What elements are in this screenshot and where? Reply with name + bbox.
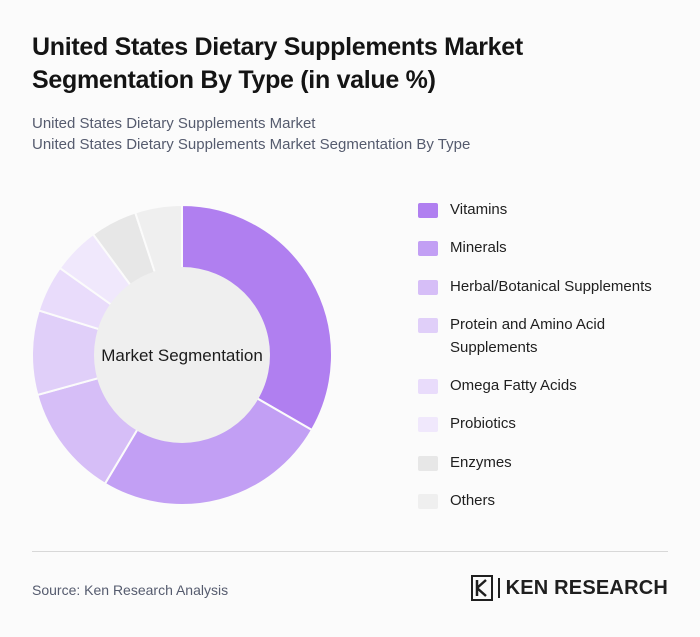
legend-label: Protein and Amino Acid Supplements — [450, 316, 606, 356]
legend-swatch — [418, 379, 438, 394]
legend-label: Minerals — [450, 239, 507, 256]
legend-label: Probiotics — [450, 415, 516, 432]
legend-swatch — [418, 417, 438, 432]
legend-item-protein-and-amino-acid-supplements: Protein and Amino Acid Supplements — [418, 313, 675, 359]
chart-subtitle: United States Dietary Supplements Market… — [32, 113, 470, 155]
legend-swatch — [418, 318, 438, 333]
legend-label: Vitamins — [450, 201, 508, 218]
legend-item-probiotics: Probiotics — [418, 412, 675, 435]
legend-label: Others — [450, 492, 496, 509]
legend-label: Omega Fatty Acids — [450, 377, 577, 394]
legend-swatch — [418, 203, 438, 218]
legend-swatch — [418, 241, 438, 256]
donut-chart: Market Segmentation — [31, 203, 333, 506]
donut-center-label: Market Segmentation — [101, 346, 263, 365]
footer-divider — [32, 551, 668, 552]
subtitle-line-2: United States Dietary Supplements Market… — [32, 136, 471, 153]
legend-item-omega-fatty-acids: Omega Fatty Acids — [418, 374, 675, 397]
source-note: Source: Ken Research Analysis — [32, 582, 229, 598]
legend-item-others: Others — [418, 489, 675, 512]
brand-logo: KEN RESEARCH — [470, 575, 668, 601]
brand-separator — [497, 578, 500, 598]
legend-item-vitamins: Vitamins — [418, 198, 675, 221]
donut-hole — [94, 267, 270, 443]
subtitle-line-1: United States Dietary Supplements Market — [32, 115, 316, 132]
legend-item-herbal-botanical-supplements: Herbal/Botanical Supplements — [418, 275, 675, 298]
legend-label: Herbal/Botanical Supplements — [450, 278, 652, 295]
legend-swatch — [418, 494, 438, 509]
legend-label: Enzymes — [450, 454, 512, 471]
legend-item-minerals: Minerals — [418, 236, 675, 259]
legend-swatch — [418, 280, 438, 295]
legend-swatch — [418, 456, 438, 471]
ken-research-logo-icon — [470, 575, 493, 601]
chart-title: United States Dietary Supplements Market… — [32, 33, 523, 94]
brand-name: KEN RESEARCH — [505, 576, 668, 599]
legend-item-enzymes: Enzymes — [418, 451, 675, 474]
